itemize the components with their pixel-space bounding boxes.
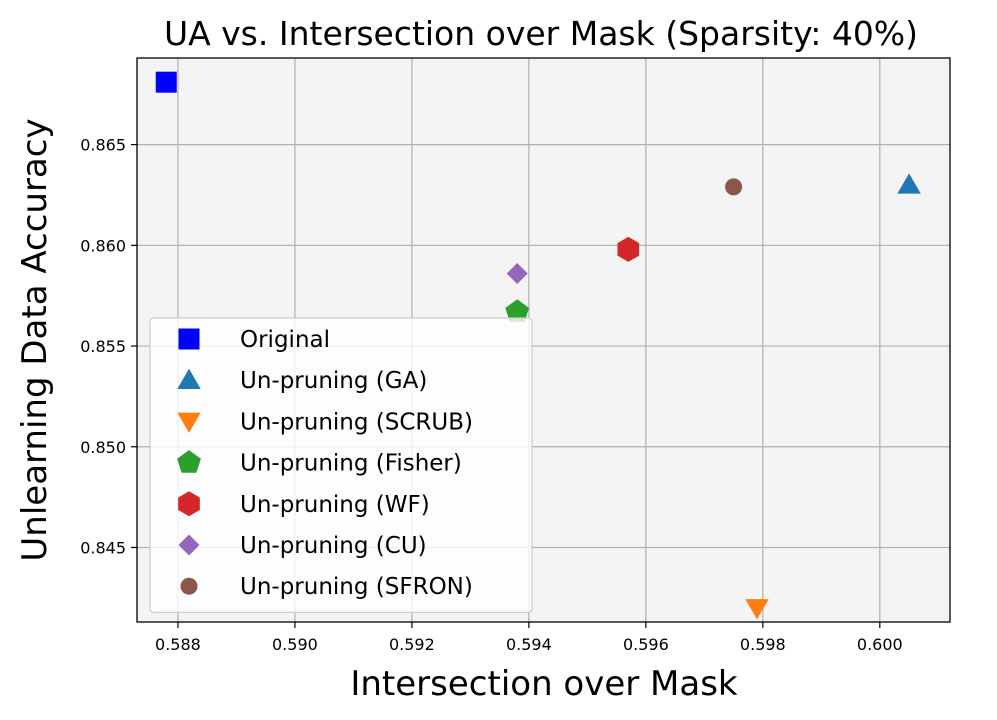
legend-marker-circle — [180, 577, 198, 595]
legend-marker-pentagon — [177, 450, 201, 473]
data-point-triangle-down — [745, 599, 769, 620]
x-tick-label: 0.594 — [506, 635, 552, 654]
x-tick-label: 0.588 — [155, 635, 201, 654]
y-tick-label: 0.855 — [80, 337, 126, 356]
legend-box — [149, 317, 533, 613]
y-axis: 0.845 0.850 0.855 0.860 0.865 — [80, 136, 137, 557]
x-tick-label: 0.598 — [740, 635, 786, 654]
plot-frame — [136, 57, 951, 623]
legend-label: Un-pruning (SFRON) — [240, 574, 473, 600]
y-tick-label: 0.845 — [80, 538, 126, 557]
data-point-diamond — [506, 263, 528, 285]
legend-label: Un-pruning (CU) — [240, 533, 427, 559]
legend-label: Un-pruning (Fisher) — [240, 451, 462, 477]
x-axis: 0.588 0.590 0.592 0.594 0.596 0.598 0.600 — [155, 622, 903, 654]
legend-label: Un-pruning (WF) — [240, 492, 430, 518]
x-tick-label: 0.596 — [623, 635, 669, 654]
y-tick-label: 0.860 — [80, 236, 126, 255]
legend: Original Un-pruning (GA) Un-pruning (SCRUB… — [149, 317, 533, 613]
y-tick-label: 0.850 — [80, 438, 126, 457]
legend-marker-hexagon — [178, 491, 200, 517]
data-points — [155, 71, 921, 620]
y-axis-label: Unlearning Data Accuracy — [15, 118, 55, 561]
data-point-square — [155, 71, 177, 93]
x-axis-label: Intersection over Mask — [350, 664, 738, 704]
data-point-hexagon — [617, 236, 640, 262]
legend-label: Original — [240, 327, 330, 353]
legend-marker-square — [178, 328, 200, 350]
data-point-pentagon — [505, 299, 530, 322]
legend-label: Un-pruning (SCRUB) — [240, 409, 473, 435]
legend-marker-triangle-up — [177, 368, 201, 389]
x-tick-label: 0.600 — [857, 635, 903, 654]
x-tick-label: 0.590 — [272, 635, 318, 654]
legend-marker-diamond — [178, 534, 200, 556]
legend-label: Un-pruning (GA) — [240, 368, 427, 394]
data-point-circle — [725, 178, 743, 196]
chart-title: UA vs. Intersection over Mask (Sparsity:… — [164, 14, 918, 53]
y-tick-label: 0.865 — [80, 136, 126, 155]
legend-marker-triangle-down — [177, 412, 201, 433]
data-point-triangle-up — [897, 173, 921, 194]
x-tick-label: 0.592 — [389, 635, 435, 654]
